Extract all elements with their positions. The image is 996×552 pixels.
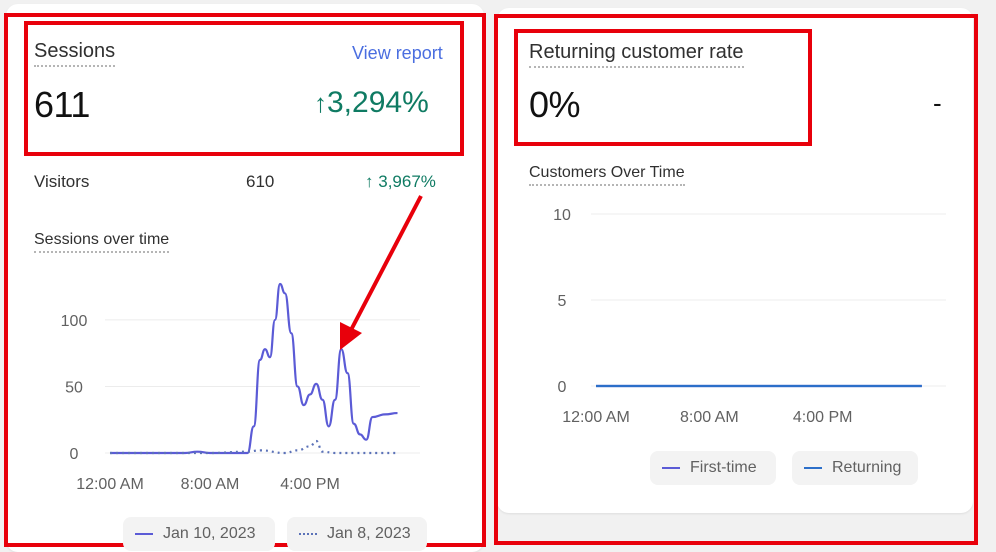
sessions-change: ↑3,294% — [314, 86, 429, 120]
arrow-up-icon: ↑ — [314, 88, 327, 118]
y-tick-label: 5 — [558, 293, 567, 310]
solid-line-icon — [135, 533, 153, 535]
sessions-change-value: 3,294% — [327, 86, 429, 119]
x-tick-label: 4:00 PM — [793, 409, 853, 426]
sessions-title[interactable]: Sessions — [34, 40, 116, 67]
visitors-change: ↑ 3,967% — [365, 172, 436, 192]
x-tick-label: 8:00 AM — [181, 476, 240, 493]
legend-label: Jan 8, 2023 — [327, 525, 411, 542]
customers-chart-title: Customers Over Time — [529, 164, 685, 186]
arrow-up-icon: ↑ — [365, 172, 374, 191]
visitors-label: Visitors — [34, 172, 90, 191]
x-tick-label: 8:00 AM — [680, 409, 739, 426]
visitors-change-value: 3,967% — [378, 172, 436, 191]
y-tick-label: 0 — [558, 379, 567, 396]
y-tick-label: 100 — [61, 313, 88, 330]
legend-jan-8[interactable]: Jan 8, 2023 — [287, 517, 427, 551]
series-line-0 — [110, 282, 398, 455]
visitors-value: 610 — [246, 172, 275, 191]
y-tick-label: 0 — [70, 446, 79, 463]
legend-jan-10[interactable]: Jan 10, 2023 — [123, 517, 275, 551]
x-tick-label: 4:00 PM — [280, 476, 340, 493]
returning-rate-value: 0% — [529, 84, 581, 125]
legend-label: Returning — [832, 459, 902, 476]
legend-label: Jan 10, 2023 — [163, 525, 256, 542]
solid-line-icon — [662, 467, 680, 469]
x-tick-label: 12:00 AM — [76, 476, 144, 493]
returning-rate-title[interactable]: Returning customer rate — [529, 41, 744, 68]
legend-first-time[interactable]: First-time — [650, 451, 776, 485]
sessions-chart-title: Sessions over time — [34, 231, 170, 253]
returning-customer-card — [497, 8, 973, 513]
legend-label: First-time — [690, 459, 757, 476]
view-report-link[interactable]: View report — [352, 43, 443, 63]
legend-returning[interactable]: Returning — [792, 451, 918, 485]
sessions-value: 611 — [34, 84, 90, 125]
dotted-line-icon — [299, 533, 317, 535]
returning-rate-change: - — [933, 88, 942, 118]
solid-line-icon — [804, 467, 822, 469]
y-tick-label: 10 — [553, 207, 571, 224]
y-tick-label: 50 — [65, 379, 83, 396]
sessions-card — [6, 4, 484, 552]
x-tick-label: 12:00 AM — [562, 409, 630, 426]
